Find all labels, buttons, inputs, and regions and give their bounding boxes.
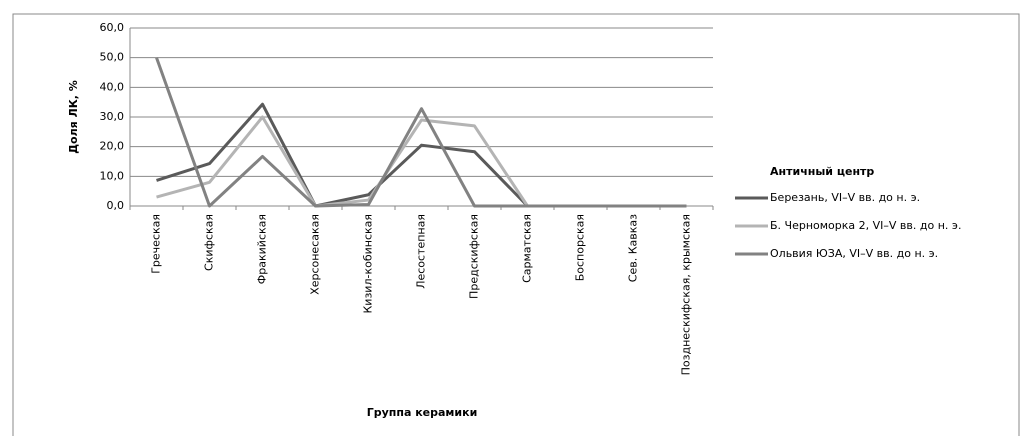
- legend-label: Ольвия ЮЗА, VI–V вв. до н. э.: [770, 247, 938, 260]
- y-tick-label: 10,0: [100, 169, 125, 182]
- series-line: [155, 57, 687, 208]
- x-tick-label: Сев. Кавказ: [627, 214, 640, 282]
- x-tick-label: Позднескифская, крымская: [680, 214, 693, 375]
- chart-frame: [12, 13, 1020, 440]
- y-axis-title: Доля ЛК, %: [67, 80, 80, 153]
- x-tick-label: Скифская: [203, 214, 216, 271]
- legend-label: Березань, VI–V вв. до н. э.: [770, 191, 920, 204]
- y-tick-label: 60,0: [100, 21, 125, 34]
- legend-label: Б. Черноморка 2, VI–V вв. до н. э.: [770, 219, 961, 232]
- x-tick-label: Предскифская: [468, 214, 481, 299]
- x-tick-label: Боспорская: [574, 214, 587, 281]
- x-tick-label: Фракийская: [256, 214, 269, 284]
- x-tick-label: Сарматская: [521, 214, 534, 283]
- y-tick-label: 30,0: [100, 110, 125, 123]
- legend-title: Античный центр: [770, 165, 874, 178]
- x-tick-label: Лесостепная: [415, 214, 428, 289]
- y-tick-label: 50,0: [100, 51, 125, 64]
- y-tick-label: 20,0: [100, 140, 125, 153]
- y-tick-label: 40,0: [100, 80, 125, 93]
- x-tick-label: Греческая: [150, 214, 163, 274]
- x-tick-label: Херсонесакая: [309, 214, 322, 295]
- x-axis-title: Группа керамики: [367, 406, 478, 419]
- series-line: [156, 115, 687, 208]
- y-tick-label: 0,0: [107, 199, 125, 212]
- x-tick-label: Кизил-кобинская: [362, 214, 375, 314]
